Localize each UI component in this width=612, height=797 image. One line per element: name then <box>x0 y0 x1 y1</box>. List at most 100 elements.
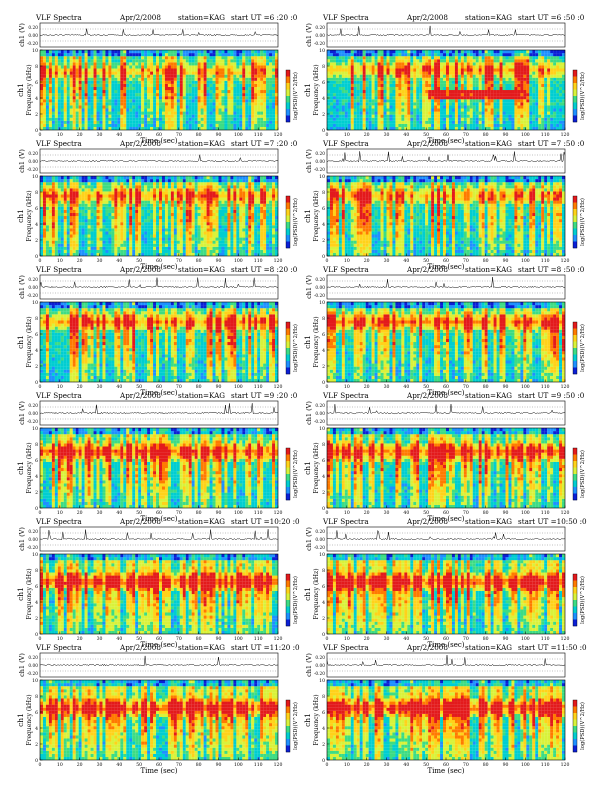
spectrogram-cell <box>345 102 348 105</box>
spectrogram-cell <box>82 198 85 201</box>
spectrogram-cell <box>272 65 275 68</box>
spectrogram-cell <box>485 124 488 127</box>
spectrogram-cell <box>419 87 422 90</box>
spectrogram-cell <box>100 96 103 99</box>
spectrogram-cell <box>476 81 479 84</box>
spectrogram-cell <box>366 93 369 96</box>
spectrogram-cell <box>413 90 416 93</box>
spectrogram-cell <box>230 102 233 105</box>
spectrogram-cell <box>183 124 186 127</box>
x-tick-label: 90 <box>216 132 222 138</box>
spectrogram-cell <box>94 127 97 130</box>
spectrogram-cell <box>431 81 434 84</box>
spectrogram-cell <box>491 112 494 115</box>
spectrogram-cell <box>114 68 117 71</box>
spectrogram-cell <box>485 112 488 115</box>
spectrogram-cell <box>339 53 342 56</box>
spectrogram-cell <box>381 78 384 81</box>
spectrogram-cell <box>351 68 354 71</box>
spectrogram-cell <box>150 50 153 53</box>
spectrogram-cell <box>514 65 517 68</box>
spectrogram-cell <box>556 127 559 130</box>
spectrogram-cell <box>43 204 46 207</box>
spectrogram-cell <box>233 127 236 130</box>
spectrogram-cell <box>407 102 410 105</box>
spectrogram-cell <box>227 68 230 71</box>
spectrogram-cell <box>144 53 147 56</box>
spectrogram-cell <box>150 105 153 108</box>
spectrogram-cell <box>111 176 114 179</box>
colorbar-label: log(PSD)(V^2/Hz) <box>292 72 299 120</box>
spectrogram-cell <box>207 65 210 68</box>
spectrogram-cell <box>132 50 135 53</box>
spectrogram-cell <box>452 112 455 115</box>
spectrogram-cell <box>204 53 207 56</box>
spectrogram-cell <box>336 112 339 115</box>
spectrogram-cell <box>183 72 186 75</box>
spectrogram-cell <box>508 84 511 87</box>
spectrogram-cell <box>52 198 55 201</box>
panel-date: Apr/2/2008 <box>406 13 448 22</box>
spectrogram-cell <box>517 56 520 59</box>
spectrogram-cell <box>351 72 354 75</box>
spectrogram-cell <box>476 102 479 105</box>
spectrogram-cell <box>354 115 357 118</box>
spectrogram-cell <box>384 112 387 115</box>
spectrogram-cell <box>108 238 111 241</box>
spectrogram-cell <box>345 78 348 81</box>
spectrogram-cell <box>55 50 58 53</box>
spectrogram-cell <box>97 59 100 62</box>
spectrogram-cell <box>123 118 126 121</box>
spectrogram-cell <box>61 93 64 96</box>
spectrogram-cell <box>111 118 114 121</box>
spectrogram-cell <box>49 253 52 256</box>
spectrogram-cell <box>52 90 55 93</box>
spectrogram-cell <box>535 50 538 53</box>
spectrogram-cell <box>162 105 165 108</box>
spectrogram-cell <box>494 50 497 53</box>
spectrogram-cell <box>440 65 443 68</box>
spectrogram-cell <box>58 234 61 237</box>
spectrogram-cell <box>345 96 348 99</box>
spectrogram-cell <box>49 225 52 228</box>
spectrogram-cell <box>511 75 514 78</box>
spectrogram-cell <box>180 124 183 127</box>
spectrogram-cell <box>434 121 437 124</box>
spectrogram-cell <box>263 108 266 111</box>
spectrogram-cell <box>556 50 559 53</box>
spectrogram-cell <box>275 56 278 59</box>
spectrogram-cell <box>55 75 58 78</box>
spectrogram-cell <box>40 96 43 99</box>
spectrogram-cell <box>538 127 541 130</box>
spectrogram-cell <box>464 96 467 99</box>
spectrogram-cell <box>398 127 401 130</box>
spectrogram-cell <box>372 87 375 90</box>
spectrogram-cell <box>135 99 138 102</box>
spectrogram-cell <box>514 102 517 105</box>
spectrogram-cell <box>506 87 509 90</box>
spectrogram-cell <box>85 198 88 201</box>
spectrogram-cell <box>479 72 482 75</box>
spectrogram-cell <box>61 231 64 234</box>
spectrogram-cell <box>443 96 446 99</box>
spectrogram-cell <box>76 75 79 78</box>
spectrogram-cell <box>123 75 126 78</box>
spectrogram-cell <box>485 59 488 62</box>
spectrogram-cell <box>363 118 366 121</box>
spectrogram-cell <box>272 121 275 124</box>
spectrogram-cell <box>395 59 398 62</box>
spectrogram-cell <box>336 78 339 81</box>
spectrogram-cell <box>446 87 449 90</box>
spectrogram-cell <box>500 112 503 115</box>
spectrogram-cell <box>547 84 550 87</box>
spectrogram-cell <box>245 127 248 130</box>
spectrogram-cell <box>395 124 398 127</box>
spectrogram-cell <box>479 59 482 62</box>
spectrogram-cell <box>360 96 363 99</box>
spectrogram-cell <box>52 210 55 213</box>
spectrogram-cell <box>94 81 97 84</box>
spectrogram-cell <box>43 185 46 188</box>
spectrogram-cell <box>61 234 64 237</box>
spectrogram-cell <box>46 238 49 241</box>
